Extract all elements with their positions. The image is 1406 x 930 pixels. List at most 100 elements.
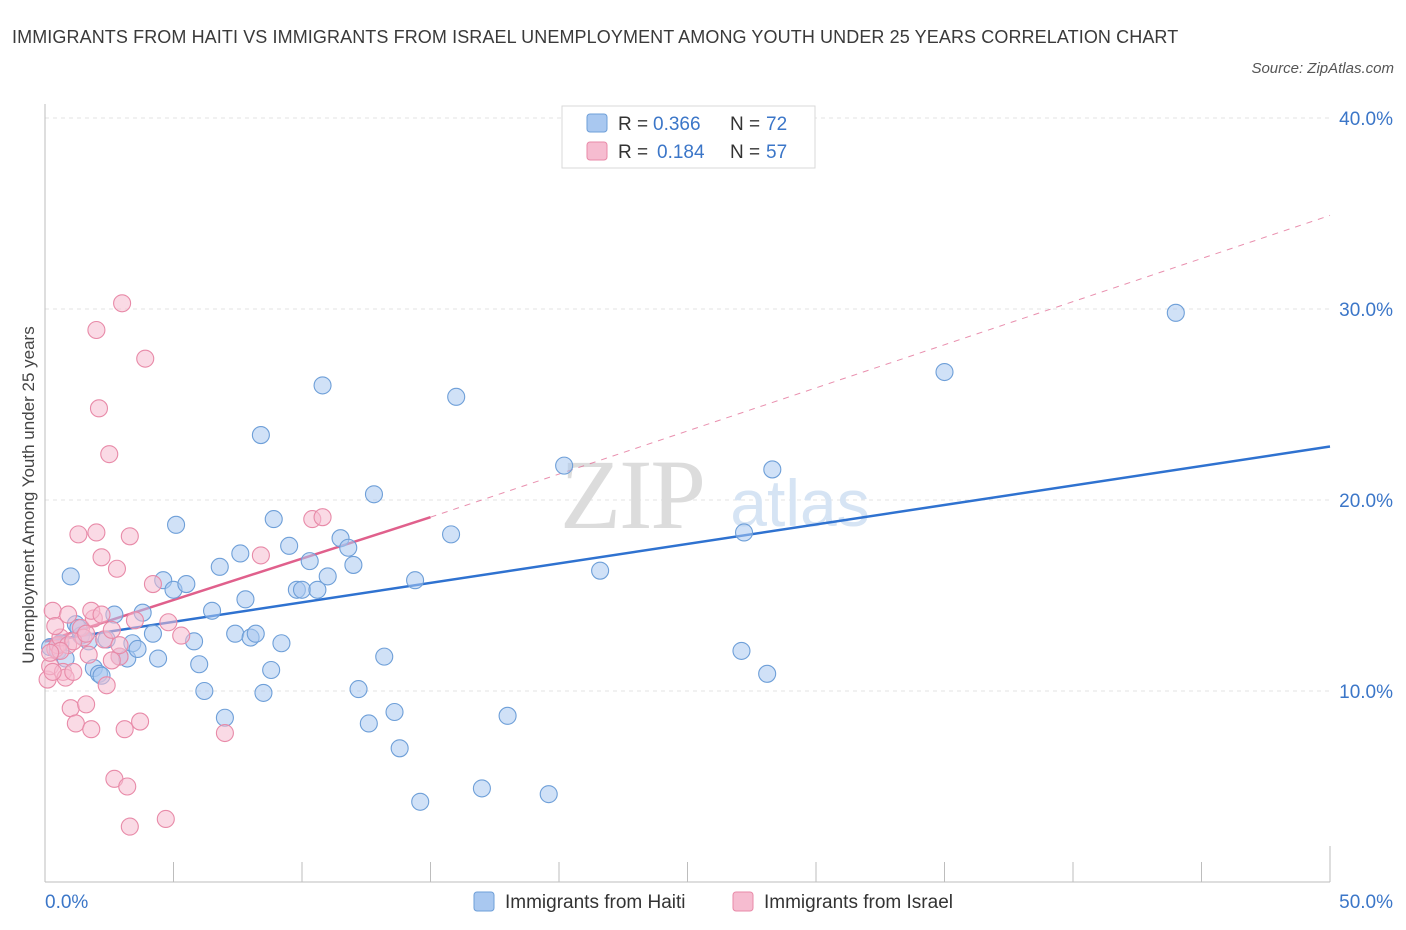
legend-swatch-haiti	[586, 113, 608, 133]
israel-point	[120, 817, 139, 836]
haiti-point	[447, 387, 466, 406]
israel-point	[251, 546, 270, 565]
israel-point	[113, 294, 132, 313]
haiti-point	[61, 567, 80, 586]
haiti-point	[359, 714, 378, 733]
israel-trend-extension	[430, 214, 1331, 518]
haiti-point	[246, 624, 265, 643]
haiti-trend-line	[44, 445, 1331, 643]
haiti-point	[167, 515, 186, 534]
series-legend-swatch-haiti	[473, 891, 495, 912]
haiti-point	[143, 624, 162, 643]
israel-point	[92, 548, 111, 567]
israel-point	[110, 636, 129, 655]
haiti-point	[262, 660, 281, 680]
y-tick-label: 30.0%	[1339, 300, 1393, 321]
haiti-point	[254, 683, 273, 702]
haiti-point	[472, 779, 491, 798]
haiti-point	[292, 580, 312, 599]
haiti-point	[280, 536, 299, 555]
israel-point	[100, 445, 119, 464]
haiti-point	[308, 580, 327, 599]
israel-point	[87, 320, 106, 340]
israel-point	[77, 695, 96, 714]
gridlines	[45, 117, 1330, 692]
axes	[44, 104, 1331, 883]
haiti-point	[763, 460, 782, 479]
y-tick-label: 20.0%	[1339, 491, 1393, 512]
israel-point	[64, 662, 83, 681]
haiti-point	[149, 649, 168, 668]
israel-point	[131, 712, 150, 731]
israel-point	[87, 523, 106, 542]
haiti-point	[498, 706, 517, 725]
chart-title: IMMIGRANTS FROM HAITI VS IMMIGRANTS FROM…	[12, 27, 1179, 47]
israel-point	[118, 777, 137, 796]
x-tick-label: 0.0%	[45, 892, 88, 913]
legend-swatch-israel	[586, 141, 608, 161]
israel-point	[66, 714, 85, 733]
israel-point	[89, 399, 109, 418]
y-axis-label: Unemployment Among Youth under 25 years	[19, 326, 38, 663]
haiti-point	[264, 510, 283, 529]
haiti-point	[177, 574, 196, 594]
tick-labels: 10.0% 20.0% 30.0% 40.0% 0.0% 50.0%	[45, 109, 1393, 913]
israel-point	[69, 525, 88, 544]
legend-r-value-haiti: 0.366	[653, 114, 701, 135]
haiti-point	[758, 664, 777, 683]
israel-point	[92, 605, 111, 624]
data-points	[38, 294, 1185, 836]
haiti-point	[349, 680, 368, 699]
haiti-point	[411, 792, 430, 811]
israel-point	[43, 601, 62, 620]
trend-lines	[44, 214, 1331, 643]
haiti-point	[935, 362, 954, 382]
haiti-point	[385, 702, 404, 722]
watermark-zip: ZIP	[560, 439, 704, 550]
israel-point	[313, 508, 332, 527]
haiti-point	[236, 590, 255, 609]
haiti-point	[732, 641, 751, 660]
israel-point	[43, 662, 62, 681]
haiti-point	[313, 376, 332, 395]
israel-point	[125, 611, 144, 630]
series-legend-swatch-israel	[732, 891, 754, 912]
israel-point	[102, 620, 121, 639]
haiti-point	[539, 785, 558, 804]
legend-n-value-israel: 57	[766, 142, 787, 163]
haiti-point	[226, 624, 245, 643]
haiti-point	[300, 552, 319, 571]
israel-point	[102, 651, 121, 670]
series-legend: Immigrants from Haiti Immigrants from Is…	[473, 891, 953, 913]
israel-point	[156, 809, 175, 829]
legend-r-label-haiti: R =	[618, 114, 648, 135]
israel-point	[77, 624, 96, 643]
haiti-point	[442, 525, 461, 544]
haiti-point	[210, 557, 229, 576]
haiti-point	[251, 426, 270, 445]
series-legend-label-israel: Immigrants from Israel	[764, 892, 953, 913]
israel-point	[46, 617, 65, 636]
haiti-point	[339, 538, 358, 557]
israel-point	[172, 626, 191, 645]
y-tick-label: 40.0%	[1339, 109, 1393, 130]
haiti-point	[318, 567, 337, 586]
legend-n-value-haiti: 72	[766, 114, 787, 135]
israel-point	[61, 699, 80, 718]
legend-r-value-israel: 0.184	[657, 142, 705, 163]
haiti-point	[203, 601, 222, 620]
legend-n-label-haiti: N =	[730, 114, 760, 135]
haiti-point	[734, 523, 754, 542]
haiti-point	[406, 571, 425, 590]
israel-point	[120, 527, 139, 546]
haiti-point	[128, 639, 147, 659]
israel-point	[159, 613, 178, 632]
haiti-point	[215, 708, 234, 727]
y-tick-label: 10.0%	[1339, 682, 1393, 703]
haiti-point	[195, 681, 214, 701]
series-legend-label-haiti: Immigrants from Haiti	[505, 892, 686, 913]
israel-point	[79, 645, 98, 664]
haiti-point	[272, 634, 291, 653]
haiti-point	[1166, 303, 1185, 322]
